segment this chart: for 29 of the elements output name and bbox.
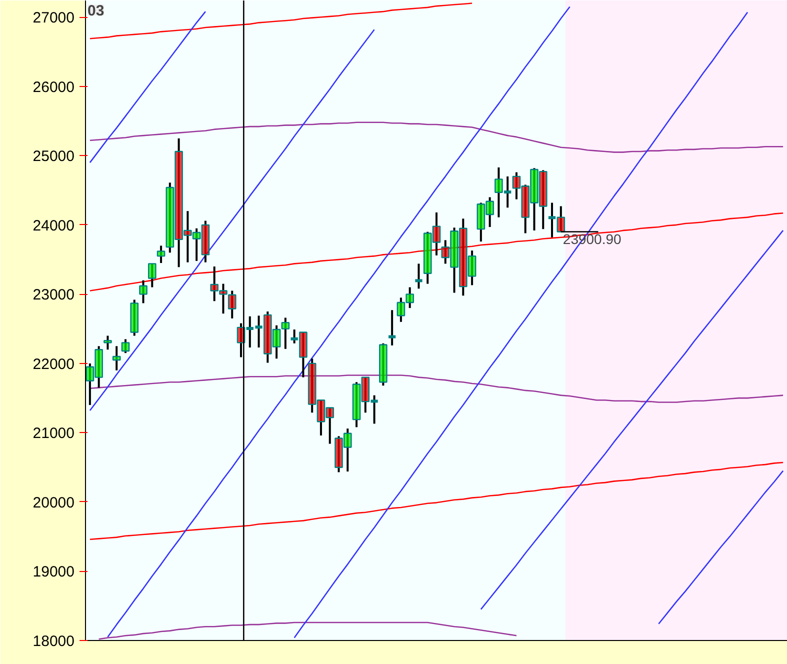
y-tick-label: 26000: [32, 78, 75, 96]
y-tick-label: 27000: [32, 10, 75, 27]
y-tick-label: 20000: [32, 494, 75, 512]
candlestick: [156, 244, 166, 264]
y-tick-label: 22000: [32, 356, 75, 373]
line-series: [658, 470, 784, 625]
line-series: [89, 122, 784, 153]
y-tick-label: 24000: [32, 217, 75, 234]
candlestick: [388, 309, 396, 346]
candlestick: [148, 262, 156, 288]
candlestick: [112, 345, 121, 372]
candlestick: [121, 338, 130, 354]
line-series: [89, 374, 784, 403]
line-series: [89, 462, 784, 540]
candlestick: [139, 279, 148, 304]
y-tick-label: 19000: [32, 564, 75, 581]
y-tick-label: 18000: [32, 633, 75, 650]
line-series: [89, 212, 784, 292]
y-tick-label: 25000: [32, 148, 75, 166]
line-series: [89, 2, 473, 40]
line-series: [294, 12, 748, 638]
line-series: [98, 622, 518, 640]
annotation: 03: [88, 2, 104, 20]
y-tick-label: 21000: [32, 425, 75, 442]
line-series: [480, 230, 784, 610]
line-series: [89, 28, 375, 412]
candlestick: [104, 334, 112, 351]
candlestick: [415, 262, 422, 290]
y-tick-label: 23000: [32, 286, 75, 304]
